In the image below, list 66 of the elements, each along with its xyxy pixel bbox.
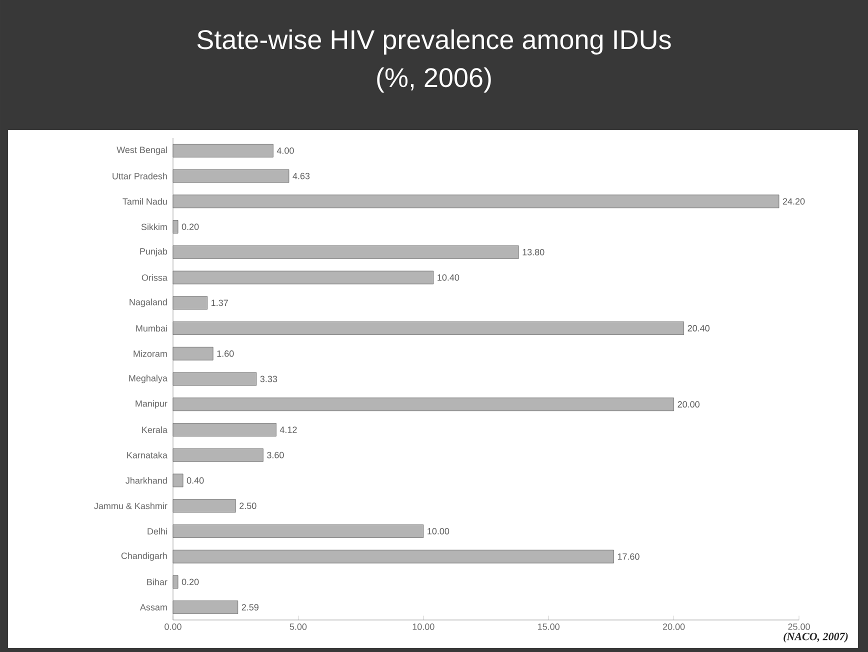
y-tick-label: Jharkhand bbox=[126, 477, 167, 484]
y-tick-label: Meghalya bbox=[129, 374, 168, 384]
bar bbox=[172, 448, 264, 462]
data-label: 0.20 bbox=[182, 224, 199, 230]
x-tick-label: 0.00 bbox=[164, 624, 182, 630]
y-tick-label: Bihar bbox=[147, 578, 168, 586]
data-label: 4.63 bbox=[292, 172, 310, 180]
y-tick-label: Jammu & Kashmir bbox=[94, 502, 168, 510]
bar bbox=[172, 245, 519, 259]
y-tick-label: Kerala bbox=[142, 426, 168, 434]
y-tick-label: Tamil Nadu bbox=[122, 198, 167, 205]
bar bbox=[172, 474, 184, 488]
data-label: 17.60 bbox=[618, 553, 640, 560]
y-tick-label: Punjab bbox=[140, 248, 168, 256]
chart-title: State-wise HIV prevalence among IDUs bbox=[197, 29, 671, 55]
bar bbox=[172, 194, 780, 208]
y-tick-label: Mizoram bbox=[134, 350, 167, 357]
y-tick-label: Mumbai bbox=[136, 324, 167, 332]
y-tick-label: Orissa bbox=[142, 274, 168, 281]
bar bbox=[172, 346, 214, 360]
bar bbox=[172, 322, 684, 335]
bar bbox=[172, 169, 290, 183]
bar bbox=[172, 550, 614, 564]
bar bbox=[172, 296, 208, 310]
bar bbox=[172, 372, 257, 386]
bar bbox=[172, 144, 274, 158]
data-label: 0.40 bbox=[186, 477, 204, 484]
y-tick-label: Uttar Pradesh bbox=[112, 172, 167, 180]
y-tick-label: Assam bbox=[140, 604, 167, 610]
data-label: 13.80 bbox=[522, 248, 544, 256]
data-label: 20.40 bbox=[688, 325, 710, 332]
x-tick-label: 20.00 bbox=[662, 624, 685, 630]
x-tick-label: 5.00 bbox=[290, 624, 307, 630]
bar bbox=[172, 270, 434, 284]
data-label: 20.00 bbox=[678, 401, 700, 408]
text: (NACO, 2007) bbox=[784, 632, 848, 642]
y-tick-label: Chandigarh bbox=[121, 552, 167, 561]
data-label: 24.20 bbox=[782, 198, 805, 205]
data-label: 1.60 bbox=[217, 350, 234, 357]
bar bbox=[172, 600, 238, 614]
bar bbox=[172, 499, 236, 513]
data-label: 10.40 bbox=[438, 274, 460, 281]
bar bbox=[172, 575, 178, 589]
chart-subtitle: (%, 2006) bbox=[377, 67, 491, 93]
data-label: 1.37 bbox=[212, 300, 228, 306]
x-tick-label: 15.00 bbox=[538, 624, 560, 630]
data-label: 3.60 bbox=[267, 452, 284, 458]
data-label: 4.12 bbox=[280, 426, 297, 433]
data-label: 10.00 bbox=[428, 528, 450, 534]
y-tick-label: Sikkim bbox=[141, 223, 167, 230]
bar bbox=[172, 220, 178, 234]
y-tick-label: Delhi bbox=[148, 528, 167, 535]
data-label: 2.59 bbox=[242, 604, 258, 610]
y-tick-label: Manipur bbox=[136, 400, 168, 409]
y-tick-label: West Bengal bbox=[116, 146, 167, 155]
data-label: 2.50 bbox=[240, 502, 256, 510]
bar bbox=[172, 398, 674, 412]
bar bbox=[172, 524, 424, 538]
data-label: 4.00 bbox=[276, 147, 294, 154]
x-tick-label: 10.00 bbox=[412, 624, 434, 630]
x-tick-label: 25.00 bbox=[788, 624, 810, 630]
data-label: 3.33 bbox=[260, 376, 278, 382]
bar bbox=[172, 423, 276, 436]
y-tick-label: Nagaland bbox=[130, 298, 167, 308]
data-label: 0.20 bbox=[182, 578, 199, 586]
y-tick-label: Karnataka bbox=[127, 452, 168, 458]
